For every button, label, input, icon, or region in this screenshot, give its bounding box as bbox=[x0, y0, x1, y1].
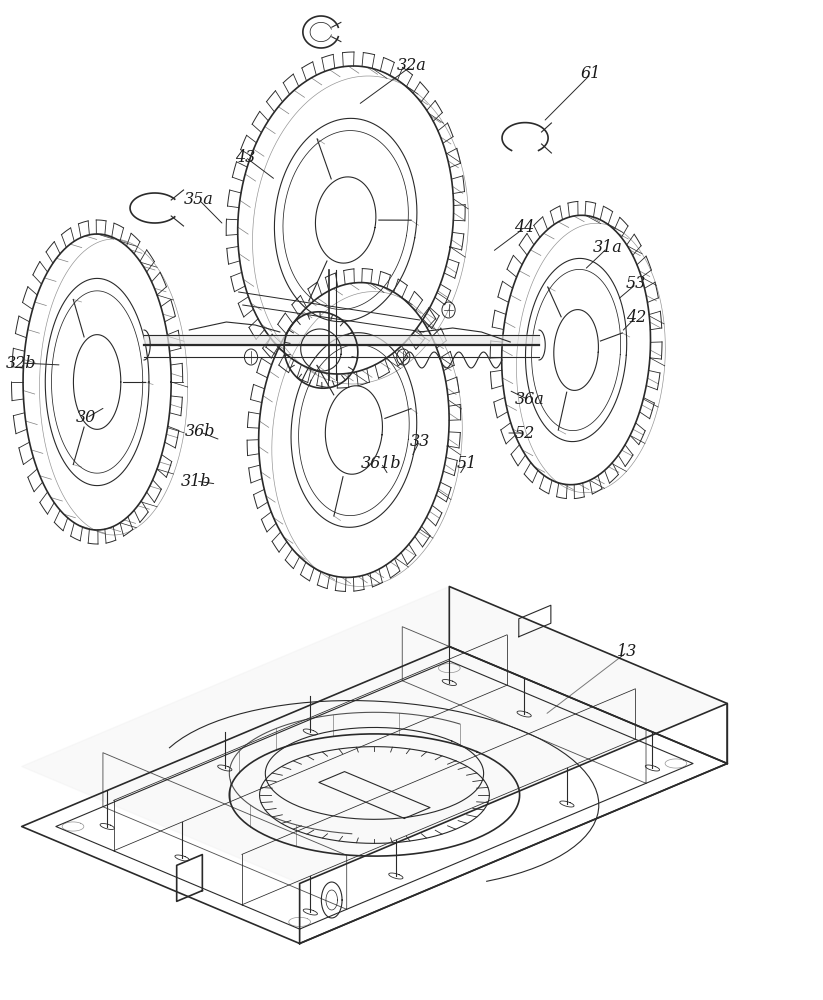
Text: 33: 33 bbox=[410, 432, 430, 450]
Text: 30: 30 bbox=[77, 410, 96, 426]
Text: 61: 61 bbox=[581, 66, 601, 83]
Text: 31b: 31b bbox=[180, 473, 212, 489]
Text: 13: 13 bbox=[617, 644, 637, 660]
Text: 52: 52 bbox=[515, 424, 535, 442]
Text: 35a: 35a bbox=[184, 192, 214, 209]
Text: 36b: 36b bbox=[184, 424, 216, 440]
Text: 44: 44 bbox=[514, 220, 534, 236]
Text: 32a: 32a bbox=[397, 57, 426, 75]
Text: 32b: 32b bbox=[5, 355, 36, 371]
Text: 36a: 36a bbox=[514, 391, 544, 408]
Text: 42: 42 bbox=[626, 308, 646, 326]
Text: 361b: 361b bbox=[360, 454, 402, 472]
Text: 53: 53 bbox=[626, 275, 646, 292]
Text: 43: 43 bbox=[235, 148, 255, 165]
Polygon shape bbox=[21, 586, 728, 884]
Text: 31a: 31a bbox=[593, 239, 622, 256]
Text: 51: 51 bbox=[457, 454, 477, 472]
